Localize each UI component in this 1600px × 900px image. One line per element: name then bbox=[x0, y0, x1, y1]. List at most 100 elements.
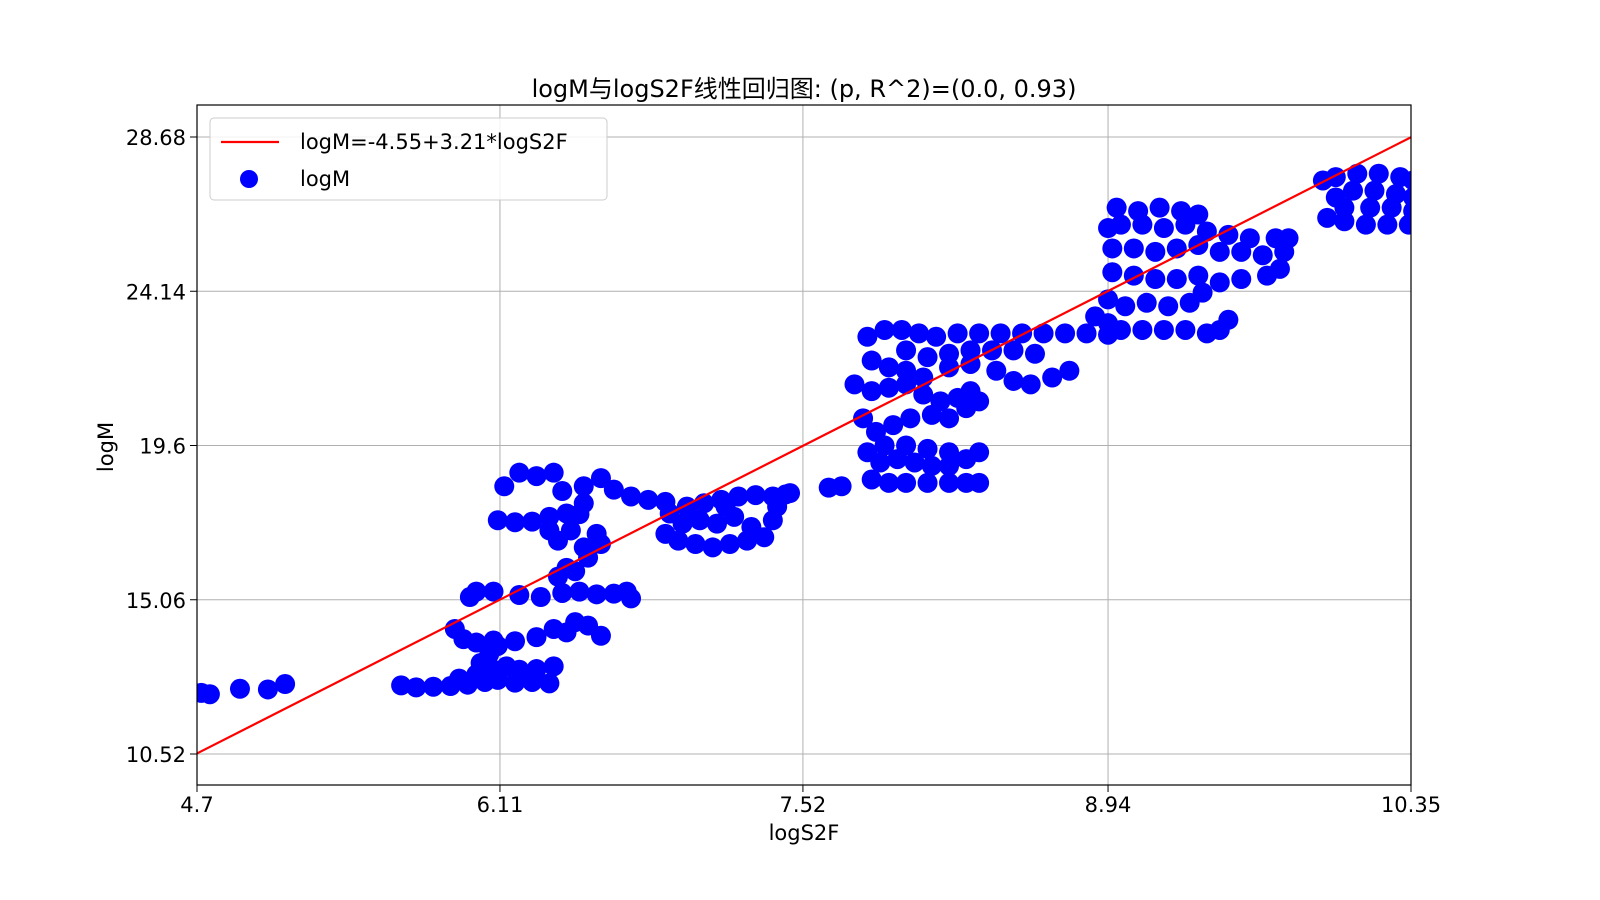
data-point bbox=[621, 486, 642, 507]
data-point bbox=[1347, 163, 1368, 184]
data-point bbox=[917, 438, 938, 459]
data-point bbox=[969, 323, 990, 344]
data-point bbox=[921, 455, 942, 476]
legend-label-logm: logM bbox=[300, 167, 350, 191]
data-point bbox=[1438, 208, 1458, 228]
data-point bbox=[891, 319, 912, 340]
data-point bbox=[1098, 289, 1119, 310]
data-point bbox=[1403, 170, 1411, 191]
data-point bbox=[857, 442, 878, 463]
data-point bbox=[780, 483, 801, 504]
data-point bbox=[857, 326, 878, 347]
data-point bbox=[1196, 221, 1217, 242]
data-point bbox=[1175, 319, 1196, 340]
data-point bbox=[487, 510, 508, 531]
data-point bbox=[621, 588, 642, 609]
data-point bbox=[1188, 204, 1209, 225]
data-point bbox=[1403, 201, 1411, 221]
data-point bbox=[960, 381, 981, 402]
data-point bbox=[1381, 197, 1402, 218]
data-point bbox=[1334, 197, 1355, 218]
y-tick-label: 28.68 bbox=[126, 126, 186, 150]
data-point bbox=[986, 360, 1007, 381]
data-point bbox=[526, 466, 547, 487]
data-point bbox=[762, 510, 783, 531]
data-point bbox=[1003, 340, 1024, 361]
data-point bbox=[449, 668, 470, 689]
data-point bbox=[878, 472, 899, 493]
data-point bbox=[509, 584, 530, 605]
data-point bbox=[745, 485, 766, 506]
data-point bbox=[505, 512, 526, 533]
data-point bbox=[552, 481, 573, 502]
data-point bbox=[1042, 367, 1063, 388]
data-point bbox=[939, 442, 960, 463]
data-point bbox=[904, 452, 925, 473]
data-point bbox=[1218, 309, 1239, 330]
x-tick-label: 4.7 bbox=[180, 793, 213, 817]
data-point bbox=[896, 435, 917, 456]
data-point bbox=[969, 442, 990, 463]
data-point bbox=[543, 656, 564, 677]
data-point bbox=[1123, 238, 1144, 259]
data-point bbox=[1355, 214, 1376, 235]
data-point bbox=[543, 462, 564, 483]
data-point bbox=[865, 421, 886, 442]
data-point bbox=[569, 581, 590, 602]
data-point bbox=[423, 676, 444, 697]
data-point bbox=[1020, 374, 1041, 395]
data-point bbox=[1128, 201, 1149, 222]
data-point bbox=[552, 582, 573, 603]
data-point bbox=[861, 469, 882, 490]
data-point bbox=[1055, 323, 1076, 344]
x-tick-label: 8.94 bbox=[1085, 793, 1132, 817]
data-point bbox=[1003, 370, 1024, 391]
data-point bbox=[741, 517, 762, 538]
data-point bbox=[1425, 184, 1445, 204]
data-point bbox=[1110, 319, 1131, 340]
data-point bbox=[831, 476, 852, 497]
data-point bbox=[1269, 258, 1290, 279]
data-point bbox=[896, 340, 917, 361]
y-tick-label: 24.14 bbox=[126, 280, 186, 304]
data-point bbox=[1110, 214, 1131, 235]
legend: logM=-4.55+3.21*logS2F logM bbox=[209, 117, 608, 201]
axis-ticks: 4.7 6.11 7.52 8.94 10.35 10.52 15.06 19.6 24.14 2… bbox=[126, 126, 1441, 817]
data-point bbox=[275, 674, 296, 695]
data-point bbox=[539, 506, 560, 527]
data-point bbox=[1012, 323, 1033, 344]
data-point bbox=[494, 476, 515, 497]
data-point bbox=[702, 537, 723, 558]
data-point bbox=[1102, 238, 1123, 259]
data-point bbox=[1145, 269, 1166, 290]
data-point bbox=[969, 472, 990, 493]
data-point bbox=[1024, 343, 1045, 364]
data-point bbox=[947, 323, 968, 344]
data-point bbox=[668, 530, 689, 551]
data-point bbox=[990, 323, 1011, 344]
data-point bbox=[586, 584, 607, 605]
data-point bbox=[883, 415, 904, 436]
data-point bbox=[1377, 214, 1398, 235]
data-point bbox=[939, 472, 960, 493]
data-point bbox=[1136, 292, 1157, 313]
data-point bbox=[526, 627, 547, 648]
data-point bbox=[1102, 262, 1123, 283]
data-point bbox=[1252, 245, 1273, 266]
data-point bbox=[1231, 269, 1252, 290]
data-point bbox=[573, 537, 594, 558]
data-point bbox=[1153, 319, 1174, 340]
data-point bbox=[1459, 215, 1479, 235]
data-point bbox=[1171, 201, 1192, 222]
regression-line bbox=[197, 136, 1411, 755]
data-point bbox=[590, 625, 611, 646]
data-point bbox=[861, 381, 882, 402]
data-point bbox=[896, 360, 917, 381]
y-tick-label: 10.52 bbox=[126, 743, 186, 767]
data-point bbox=[1368, 163, 1389, 184]
data-point bbox=[861, 350, 882, 371]
data-point bbox=[1325, 167, 1346, 188]
data-point bbox=[1342, 180, 1363, 201]
data-point bbox=[466, 581, 487, 602]
